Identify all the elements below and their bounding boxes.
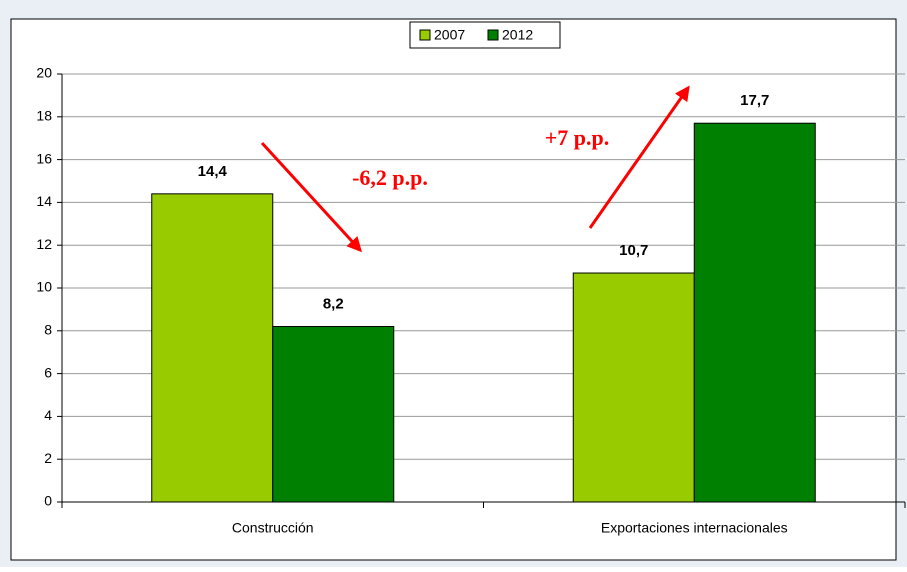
data-label: 17,7 [740, 92, 769, 109]
annotation: -6,2 p.p. [352, 165, 428, 190]
y-tick-label: 16 [36, 150, 52, 166]
legend-swatch [419, 29, 431, 41]
y-tick-label: 2 [44, 450, 52, 466]
arrow [260, 141, 363, 253]
x-tick-label: Exportaciones internacionales [601, 520, 788, 536]
data-label: 8,2 [323, 295, 344, 312]
y-tick-label: 6 [44, 364, 52, 380]
data-label: 10,7 [619, 242, 648, 259]
y-tick-label: 8 [44, 322, 52, 338]
bar [272, 326, 395, 503]
y-tick-label: 18 [36, 108, 52, 124]
y-tick-label: 12 [36, 236, 52, 252]
x-tick-label: Construcción [232, 520, 314, 536]
bar [151, 193, 274, 503]
legend-label: 2007 [434, 27, 465, 43]
y-tick-label: 4 [44, 407, 52, 423]
data-label: 14,4 [198, 163, 228, 180]
y-tick-label: 20 [36, 65, 52, 81]
bar [693, 122, 816, 503]
y-tick-label: 0 [44, 493, 52, 509]
legend-label: 2012 [502, 27, 533, 43]
legend-swatch [487, 29, 499, 41]
y-tick-label: 14 [36, 193, 52, 209]
annotation: +7 p.p. [545, 125, 610, 150]
y-tick-label: 10 [36, 279, 52, 295]
arrow [588, 85, 690, 229]
bar [572, 272, 695, 503]
annotation-bg [320, 164, 460, 196]
legend [409, 21, 561, 49]
plot: 0 2 4 6 8 10 12 14 16 18 20 -6,2 p.p. +7 p.p. Constru… [36, 65, 906, 536]
annotation-bg [507, 124, 647, 156]
